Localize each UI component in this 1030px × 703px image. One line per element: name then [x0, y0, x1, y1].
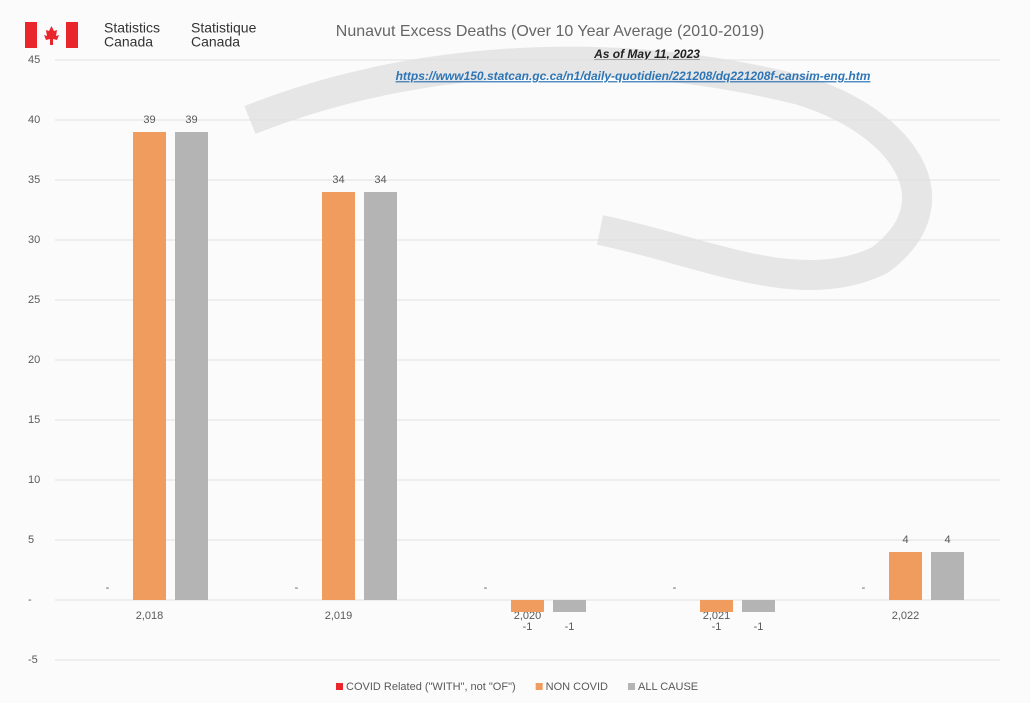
y-tick-label: 40: [28, 114, 40, 126]
y-tick-label: -5: [28, 654, 38, 666]
bar: [511, 600, 544, 612]
data-label: 34: [374, 174, 386, 186]
source-link[interactable]: https://www150.statcan.gc.ca/n1/daily-qu…: [396, 69, 871, 83]
legend-swatch: [628, 683, 635, 690]
flag-bar: [25, 22, 37, 48]
data-label: 39: [185, 114, 197, 126]
bar: [742, 600, 775, 612]
data-label: -: [673, 582, 677, 594]
y-tick-label: 35: [28, 174, 40, 186]
logo-text: Statistics: [104, 20, 160, 36]
logo: Statistics Canada Statistique Canada: [25, 20, 257, 50]
x-tick-label: 2,022: [892, 610, 920, 622]
data-label: 39: [143, 114, 155, 126]
x-tick-label: 2,021: [703, 610, 731, 622]
y-tick-label: -: [28, 594, 32, 606]
data-label: 34: [332, 174, 344, 186]
y-tick-label: 45: [28, 54, 40, 66]
bar: [175, 132, 208, 600]
bar: [553, 600, 586, 612]
data-label: -1: [712, 621, 722, 633]
bar: [133, 132, 166, 600]
logo-text: Canada: [191, 34, 240, 50]
data-label: -: [295, 582, 299, 594]
bar: [700, 600, 733, 612]
flag-bar: [66, 22, 78, 48]
y-tick-label: 25: [28, 294, 40, 306]
data-label: -: [862, 582, 866, 594]
y-tick-label: 5: [28, 534, 34, 546]
y-tick-label: 30: [28, 234, 40, 246]
legend-swatch: [336, 683, 343, 690]
data-label: -1: [565, 621, 575, 633]
background-sketch: [244, 46, 933, 291]
y-tick-label: 15: [28, 414, 40, 426]
y-tick-label: 10: [28, 474, 40, 486]
bar: [889, 552, 922, 600]
data-label: -1: [523, 621, 533, 633]
bar: [364, 192, 397, 600]
data-label: 4: [902, 534, 908, 546]
legend-swatch: [535, 683, 543, 690]
bar: [931, 552, 964, 600]
legend-label: COVID Related ("WITH", not "OF"): [346, 681, 516, 693]
logo-text: Statistique: [191, 20, 257, 36]
data-label: -: [484, 582, 488, 594]
x-tick-label: 2,020: [514, 610, 542, 622]
chart-title: Nunavut Excess Deaths (Over 10 Year Aver…: [336, 23, 764, 40]
x-tick-label: 2,019: [325, 610, 353, 622]
chart-subtitle: As of May 11, 2023: [593, 47, 700, 61]
y-tick-label: 20: [28, 354, 40, 366]
legend-label: NON COVID: [546, 681, 608, 693]
maple-leaf: [44, 26, 59, 45]
data-label: 4: [944, 534, 950, 546]
x-tick-label: 2,018: [136, 610, 164, 622]
legend-label: ALL CAUSE: [638, 681, 698, 693]
data-label: -: [106, 582, 110, 594]
bar: [322, 192, 355, 600]
data-label: -1: [754, 621, 764, 633]
logo-text: Canada: [104, 34, 153, 50]
